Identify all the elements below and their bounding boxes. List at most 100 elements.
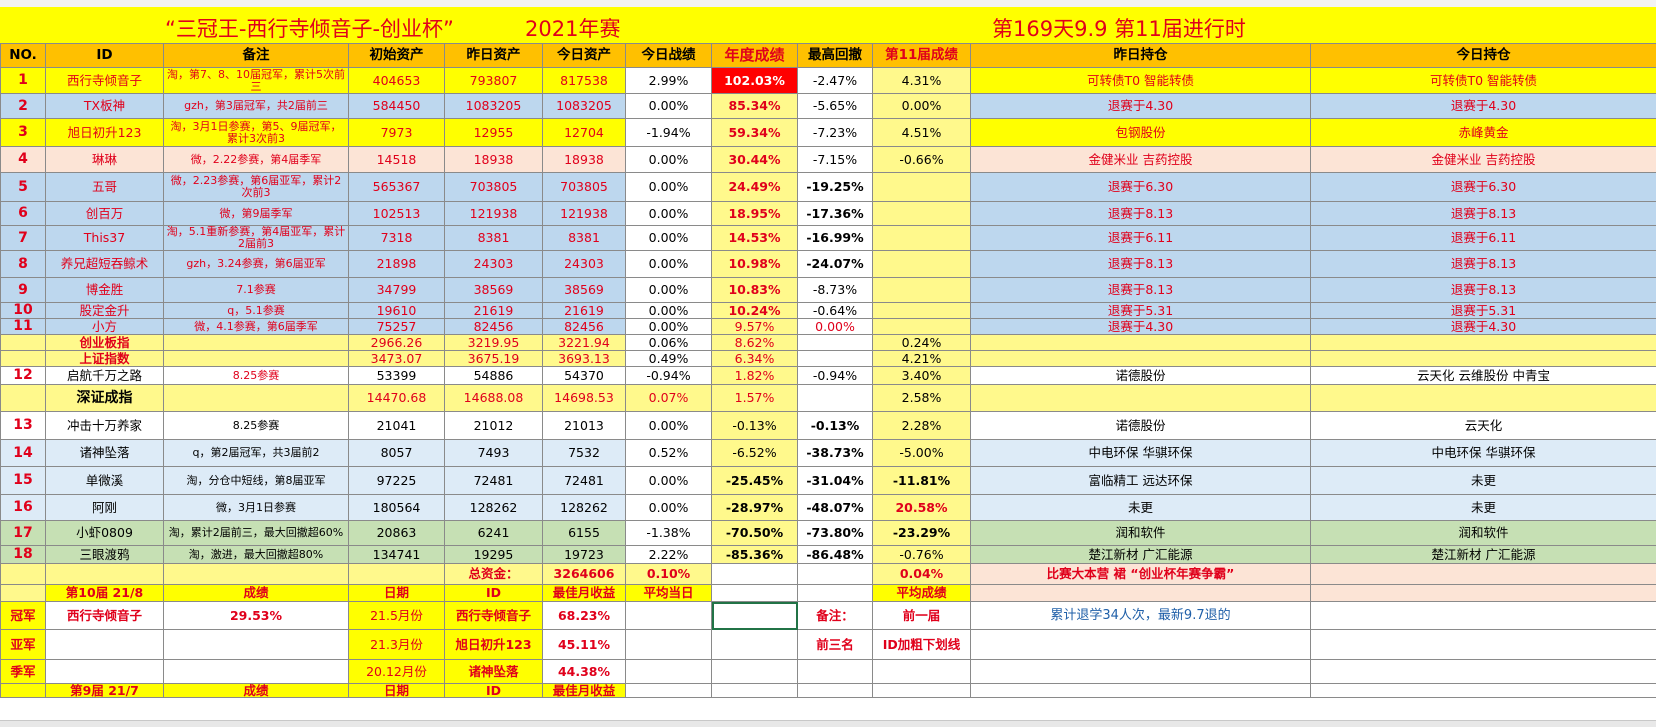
today-result[interactable]: 0.00% [625,172,712,202]
player-id[interactable]: 养兄超短吞鲸术 [45,250,164,278]
term11-result[interactable]: 2.28% [872,411,971,440]
history-score[interactable] [163,659,349,684]
player-note[interactable]: gzh，3.24参赛，第6届亚军 [163,250,349,278]
yearly-result[interactable]: 8.62% [711,334,798,351]
column-header[interactable]: NO. [0,43,46,68]
today-holding[interactable]: 退赛于6.11 [1310,225,1656,251]
best-month-date[interactable]: 21.3月份 [348,629,445,660]
today-holding[interactable]: 云天化 [1310,411,1656,440]
rank-number[interactable]: 13 [0,411,46,440]
rank-number[interactable]: 8 [0,250,46,278]
yearly-result[interactable]: 1.82% [711,366,798,385]
cell[interactable] [1310,682,1656,699]
rank-number[interactable]: 14 [0,439,46,467]
max-drawdown[interactable]: -86.48% [797,545,873,564]
player-id[interactable]: 琳琳 [45,146,164,173]
yearly-result[interactable]: 18.95% [711,201,798,226]
history-score[interactable]: 29.53% [163,601,349,630]
today-holding[interactable]: 金健米业 吉药控股 [1310,146,1656,173]
asset-value[interactable]: 565367 [348,172,445,202]
yesterday-holding[interactable]: 退赛于6.11 [970,225,1311,251]
cell[interactable] [711,584,798,602]
asset-value[interactable]: 7532 [542,439,626,467]
column-header[interactable]: 初始资产 [348,43,445,68]
asset-value[interactable]: 128262 [542,494,626,521]
yearly-result[interactable]: 102.03% [711,67,798,94]
today-result[interactable]: 0.00% [625,225,712,251]
history-header[interactable]: 日期 [348,682,445,699]
today-result[interactable]: 2.22% [625,545,712,564]
asset-value[interactable]: 75257 [348,318,445,335]
today-result[interactable]: 0.00% [625,250,712,278]
today-holding[interactable]: 润和软件 [1310,520,1656,546]
today-holding[interactable] [1310,334,1656,351]
player-note[interactable]: 7.1参赛 [163,277,349,303]
cell[interactable] [348,563,445,585]
best-month-date[interactable]: 20.12月份 [348,659,445,684]
yesterday-holding[interactable]: 退赛于4.30 [970,318,1311,335]
max-drawdown[interactable]: -19.25% [797,172,873,202]
note-text[interactable] [970,629,1311,660]
term11-result[interactable]: -0.66% [872,146,971,173]
player-id[interactable]: 上证指数 [45,350,164,367]
player-note[interactable]: 淘，5.1重新参赛，第4届亚军，累计2届前3 [163,225,349,251]
today-result[interactable]: -0.94% [625,366,712,385]
today-holding[interactable] [1310,350,1656,367]
yearly-result[interactable]: 30.44% [711,146,798,173]
column-header[interactable]: 第11届成绩 [872,43,971,68]
today-result[interactable]: 0.49% [625,350,712,367]
today-holding[interactable]: 退赛于4.30 [1310,318,1656,335]
asset-value[interactable]: 38569 [444,277,543,303]
cell[interactable] [711,682,798,699]
yesterday-holding[interactable]: 退赛于6.30 [970,172,1311,202]
yearly-result[interactable]: 14.53% [711,225,798,251]
yearly-result[interactable]: 1.57% [711,384,798,412]
max-drawdown[interactable]: 0.00% [797,318,873,335]
term11-result[interactable] [872,172,971,202]
player-note[interactable]: 微，2.23参赛，第6届亚军，累计2次前3 [163,172,349,202]
today-result[interactable]: 0.06% [625,334,712,351]
column-header[interactable]: 昨日持仓 [970,43,1311,68]
history-winner-id[interactable] [45,659,164,684]
player-id[interactable]: 股定金升 [45,302,164,319]
cell[interactable] [872,682,971,699]
asset-value[interactable]: 1083205 [444,93,543,119]
cell[interactable] [625,682,712,699]
cell[interactable] [625,601,712,630]
asset-value[interactable]: 14688.08 [444,384,543,412]
yearly-result[interactable]: 9.57% [711,318,798,335]
player-note[interactable]: 淘，激进，最大回撤超80% [163,545,349,564]
horizontal-scrollbar[interactable] [0,720,1656,727]
rank-number[interactable]: 3 [0,118,46,147]
yesterday-holding[interactable]: 退赛于8.13 [970,277,1311,303]
asset-value[interactable]: 3693.13 [542,350,626,367]
yesterday-holding[interactable]: 包钢股份 [970,118,1311,147]
today-holding[interactable]: 退赛于5.31 [1310,302,1656,319]
best-month-return[interactable]: 44.38% [542,659,626,684]
asset-value[interactable]: 54370 [542,366,626,385]
today-result[interactable]: 0.00% [625,318,712,335]
cell[interactable] [163,563,349,585]
rank-number[interactable]: 1 [0,67,46,94]
player-id[interactable]: 深证成指 [45,384,164,412]
cell[interactable] [0,682,46,699]
cell[interactable] [1310,629,1656,660]
note-value[interactable]: ID加粗下划线 [872,629,971,660]
yearly-result[interactable]: -70.50% [711,520,798,546]
yearly-result[interactable]: 10.24% [711,302,798,319]
yesterday-holding[interactable]: 未更 [970,494,1311,521]
cell[interactable] [625,659,712,684]
note-value[interactable]: 前一届 [872,601,971,630]
asset-value[interactable]: 82456 [542,318,626,335]
yearly-result[interactable]: -28.97% [711,494,798,521]
yearly-result[interactable]: -85.36% [711,545,798,564]
today-holding[interactable]: 退赛于8.13 [1310,201,1656,226]
asset-value[interactable]: 53399 [348,366,445,385]
asset-value[interactable]: 121938 [444,201,543,226]
asset-value[interactable]: 584450 [348,93,445,119]
history-header[interactable]: 最佳月收益 [542,682,626,699]
cell[interactable] [0,563,46,585]
today-result[interactable]: -1.38% [625,520,712,546]
player-note[interactable]: 微，第9届季军 [163,201,349,226]
player-id[interactable]: 博金胜 [45,277,164,303]
